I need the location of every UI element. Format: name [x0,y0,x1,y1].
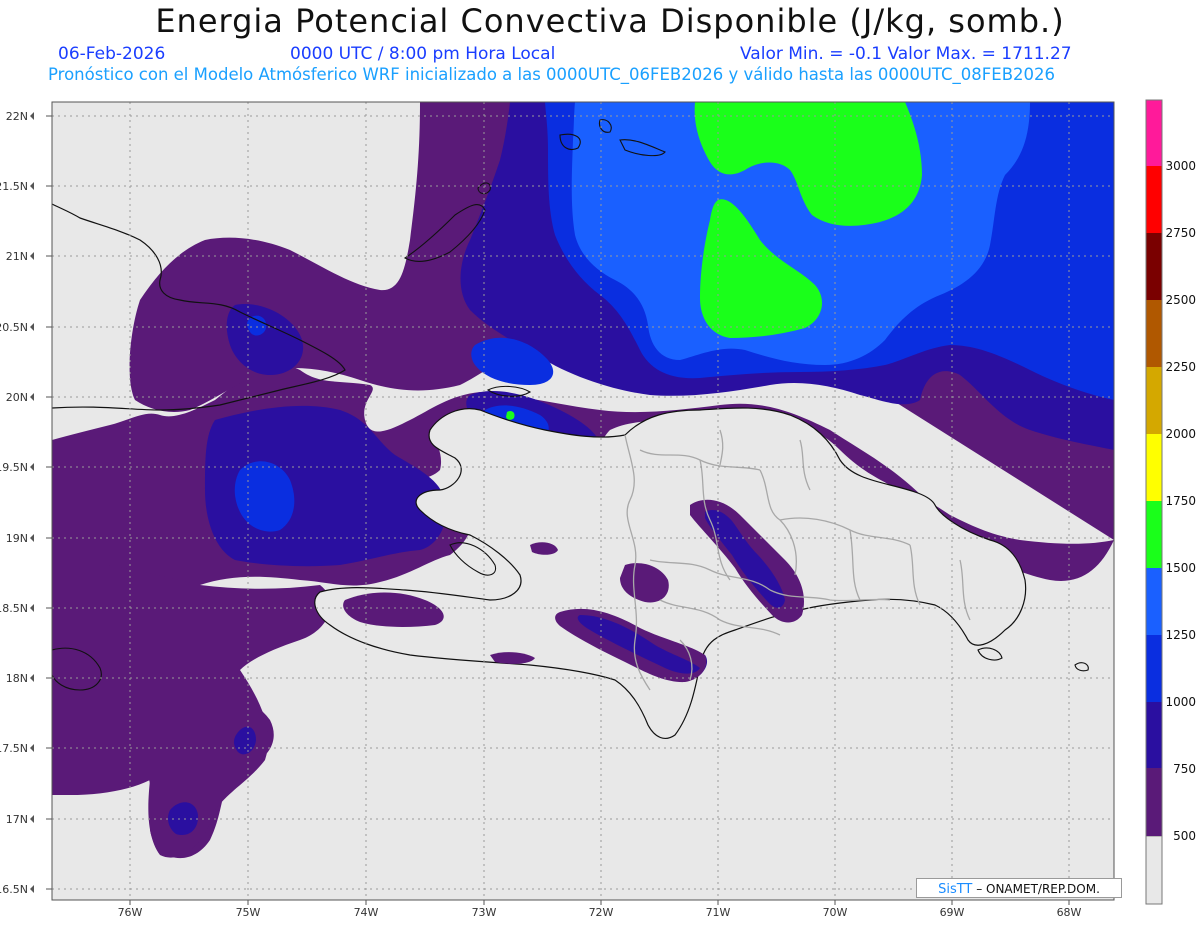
lat-axis [46,115,52,890]
cape-land-purple-west [620,563,669,603]
colorbar-box-1 [1146,768,1162,836]
credit-text: – ONAMET/REP.DOM. [972,882,1100,896]
lon-label-69w: 69W [940,906,965,919]
colorbar-box-4 [1146,568,1162,635]
gonave-island [449,542,497,576]
cape-contour-750-sw-blob [168,802,199,836]
cape-contour-1500-spot [506,410,515,420]
colorbar-label-1000: 1000 [1165,695,1196,709]
lat-label-22n: 22N [6,110,28,123]
colorbar-box-5 [1146,501,1162,568]
lon-label-70w: 70W [823,906,848,919]
province-borders [624,429,971,691]
forecast-time: 0000 UTC / 8:00 pm Hora Local [290,44,556,64]
lat-label-17-5n: 17.5N [0,742,28,755]
cape-land-indigo-south [577,615,700,674]
colorbar-label-2250: 2250 [1165,360,1196,374]
lat-label-18n: 18N [6,672,28,685]
sistt-logo: SisTT [938,882,973,897]
colorbar-box-6 [1146,434,1162,501]
model-info: Pronóstico con el Modelo Atmósferico WRF… [48,65,1056,84]
colorbar-box-8 [1146,300,1162,367]
lat-label-20-5n: 20.5N [0,321,28,334]
colorbar-label-750: 750 [1173,762,1196,776]
tortuga-island [486,385,532,397]
lon-label-68w: 68W [1057,906,1082,919]
jamaica-fragment [52,647,102,691]
cape-shading [52,102,1114,900]
colorbar-box-0 [1145,835,1163,905]
cape-land-indigo-central [705,509,785,608]
bahamas-island-3 [598,119,612,133]
colorbar-box-9 [1146,233,1162,300]
colorbar-label-1250: 1250 [1165,628,1196,642]
colorbar-box-10 [1146,166,1162,233]
forecast-date: 06-Feb-2026 [58,44,166,64]
bahamas-island-5 [477,182,491,195]
map-frame [51,101,1115,901]
cape-contour-1500-north [694,102,922,226]
cape-contour-1000-nw-small [247,315,267,336]
lat-label-18-5n: 18.5N [0,602,28,615]
lat-label-19-5n: 19.5N [0,461,28,474]
colorbar-box-2 [1146,702,1162,768]
lat-label-17n: 17N [6,813,28,826]
lon-labels: 76W 75W 74W 73W 72W 71W 70W 69W 68W [118,906,1082,919]
cape-contour-1000-north-hisp [471,337,554,385]
colorbar-label-2750: 2750 [1165,226,1196,240]
colorbar-label-3000: 3000 [1165,159,1196,173]
lat-label-16-5n: 16.5N [0,883,28,896]
cape-contour-750-nw [226,304,304,375]
bahamas-island-4 [619,139,666,157]
mona-island [1074,662,1089,672]
map-title: Energia Potencial Convectiva Disponible … [155,2,1065,40]
colorbar-label-500: 500 [1173,829,1196,843]
colorbar-frame [1145,99,1163,905]
colorbar-label-2000: 2000 [1165,427,1196,441]
saona-island [977,647,1003,661]
bahamas-island-2 [559,133,581,151]
colorbar-box-7 [1146,367,1162,434]
colorbar-box-11 [1146,100,1162,166]
colorbar-label-1750: 1750 [1165,494,1196,508]
colorbar-label-1500: 1500 [1165,561,1196,575]
cape-contour-1500-south [700,199,823,338]
bahamas-island-1 [403,204,486,262]
lon-label-74w: 74W [354,906,379,919]
lat-label-20n: 20N [6,391,28,404]
lon-label-72w: 72W [589,906,614,919]
lon-label-73w: 73W [472,906,497,919]
lon-axis [129,900,1070,905]
lat-label-marks [30,112,34,893]
colorbar [1145,99,1163,905]
cape-contour-500-sw [52,560,331,858]
colorbar-label-2500: 2500 [1165,293,1196,307]
lon-label-75w: 75W [236,906,261,919]
cape-land-purple-sw-haiti [343,592,444,627]
lon-label-76w: 76W [118,906,143,919]
colorbar-labels: 500 750 1000 1250 1500 1750 2000 2250 25… [1165,159,1196,843]
lat-label-19n: 19N [6,532,28,545]
cape-contour-750-small-blob [233,726,256,755]
lat-label-21-5n: 21.5N [0,180,28,193]
cuba-coast [52,203,346,411]
cape-land-purple-south-haiti [490,652,535,664]
cape-contour-1000-west [234,461,295,532]
min-max-values: Valor Min. = -0.1 Valor Max. = 1711.27 [740,44,1072,64]
cape-land-purple-nw-haiti [530,542,558,555]
lat-label-21n: 21N [6,250,28,263]
credit-box: SisTT – ONAMET/REP.DOM. [916,878,1122,898]
grid-lines [52,102,1114,900]
lat-labels: 22N 21.5N 21N 20.5N 20N 19.5N 19N 18.5N … [0,110,28,896]
lon-label-71w: 71W [706,906,731,919]
colorbar-box-3 [1146,635,1162,702]
